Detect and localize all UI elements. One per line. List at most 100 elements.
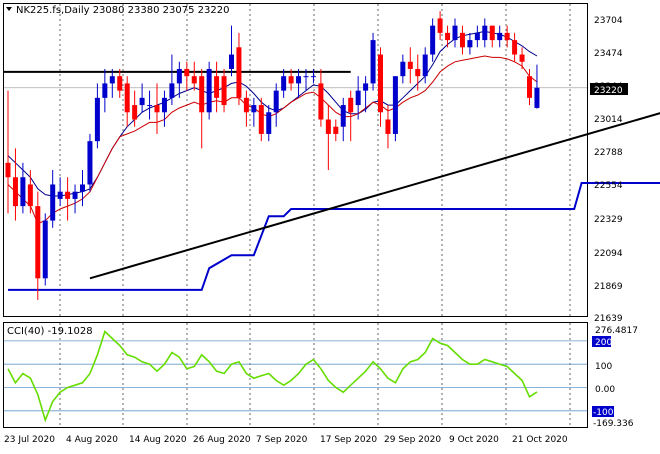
candle-body — [214, 76, 220, 98]
price-tick: 21639 — [594, 314, 623, 324]
candle-body — [273, 90, 279, 113]
candle-body — [459, 32, 465, 48]
candle-body — [161, 97, 167, 113]
price-series — [4, 30, 660, 291]
candle-body — [512, 40, 518, 55]
candle-body — [221, 76, 227, 106]
candle-body — [229, 54, 234, 69]
candle-body — [139, 97, 145, 106]
cci-tick: 276.4817 — [595, 326, 638, 336]
candle-body — [348, 97, 354, 113]
candle-body — [422, 54, 428, 77]
cci-axis: 276.4817 200 100 0.00 -100 -169.336 — [592, 326, 638, 429]
symbol-info: NK225.fs,Daily 23080 23380 23075 23220 — [6, 5, 229, 16]
candle-body — [80, 184, 85, 192]
cci-tick: 200 — [595, 338, 612, 348]
date-label: 4 Aug 2020 — [66, 435, 118, 445]
candle-body — [251, 105, 257, 113]
date-label: 21 Oct 2020 — [512, 435, 568, 445]
candle-body — [519, 54, 525, 62]
candle-body — [124, 83, 130, 113]
candle-body — [340, 105, 346, 127]
candle-body — [325, 119, 331, 134]
cci-label: CCI(40) -19.1028 — [7, 326, 93, 337]
candle-body — [243, 97, 249, 113]
date-label: 17 Sep 2020 — [320, 435, 377, 445]
candle-body — [467, 40, 473, 48]
candle-body — [94, 97, 100, 142]
candle-body — [333, 126, 339, 134]
price-pane[interactable] — [3, 3, 588, 317]
candle-body — [504, 32, 510, 41]
candle-body — [527, 76, 532, 98]
candle-body — [266, 112, 272, 134]
candle-body — [206, 68, 212, 113]
grid-lines — [4, 4, 587, 427]
date-label: 7 Sep 2020 — [256, 435, 308, 445]
candle-body — [50, 184, 56, 221]
candle-body — [199, 76, 205, 113]
candle-body — [184, 68, 190, 77]
candle-body — [303, 76, 309, 78]
cci-line — [7, 330, 538, 423]
candle-body — [72, 191, 78, 199]
cci-tick: 0.00 — [595, 385, 615, 395]
candle-body — [452, 25, 458, 41]
symbol-info-text: NK225.fs,Daily 23080 23380 23075 23220 — [16, 5, 229, 16]
price-tick: 22788 — [594, 148, 623, 158]
candle-body — [392, 76, 398, 134]
candle-body — [445, 32, 451, 41]
candle-body — [154, 105, 160, 113]
candle-body — [191, 76, 197, 84]
candle-body — [407, 61, 413, 69]
date-label: 9 Oct 2020 — [449, 435, 499, 445]
candle-body — [35, 206, 41, 279]
trend-line — [89, 112, 660, 280]
cci-highlight-minus100 — [592, 406, 614, 417]
candle-body — [169, 83, 175, 98]
triangle-down-icon[interactable] — [6, 7, 12, 11]
candle-body — [281, 76, 287, 91]
price-tick: 21869 — [594, 282, 623, 292]
cci-tick: -169.336 — [593, 419, 634, 429]
candle-body — [236, 47, 242, 98]
price-axis: 23704 23474 23244 23014 22788 22554 2232… — [594, 16, 623, 324]
candle-body — [385, 119, 391, 134]
candle-body — [363, 83, 369, 91]
fast-moving-average-line — [7, 55, 538, 225]
candle-body — [370, 40, 376, 84]
candle-body — [497, 32, 503, 41]
date-label: 29 Sep 2020 — [384, 435, 441, 445]
lower-band-line — [8, 182, 660, 291]
date-label: 23 Jul 2020 — [4, 435, 55, 445]
candle-body — [378, 54, 383, 113]
candles — [5, 11, 540, 300]
candle-body — [318, 83, 324, 120]
price-tick: 23474 — [594, 49, 623, 59]
candle-body — [430, 25, 436, 55]
date-axis: 23 Jul 2020 4 Aug 2020 14 Aug 2020 26 Au… — [4, 435, 568, 445]
cci-pane[interactable] — [3, 322, 588, 428]
candle-body — [57, 191, 63, 199]
candle-body — [87, 141, 93, 185]
candle-body — [117, 76, 123, 91]
price-tick: 23704 — [594, 16, 623, 26]
candle-body — [415, 68, 421, 77]
candle-body — [132, 105, 138, 120]
candle-body — [176, 68, 182, 84]
candle-body — [42, 220, 48, 279]
candle-body — [102, 83, 108, 98]
candle-body — [400, 61, 406, 77]
candle-body — [482, 25, 488, 41]
candle-body — [437, 18, 443, 33]
price-tick: 23014 — [594, 115, 623, 125]
price-tick: 22094 — [594, 249, 623, 259]
candle-body — [534, 87, 540, 108]
candle-body — [288, 76, 294, 84]
candle-body — [5, 162, 11, 178]
candle-body — [147, 105, 153, 107]
current-price-marker: 23220 — [590, 83, 628, 96]
candle-body — [474, 32, 480, 41]
candle-body — [109, 76, 115, 84]
